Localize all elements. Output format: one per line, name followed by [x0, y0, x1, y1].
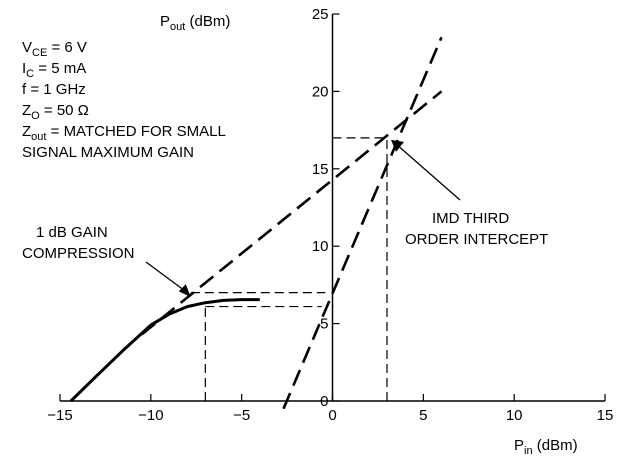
x-tick-label: 10 [506, 407, 523, 424]
condition-main: Z [22, 123, 31, 140]
x-tick-label: −5 [233, 407, 250, 424]
y-tick-label: 10 [312, 238, 329, 255]
series-line-dashed-2 [282, 36, 443, 410]
condition-line: Zout = MATCHED FOR SMALL [22, 123, 226, 143]
y-axis-title-unit: (dBm) [185, 13, 230, 30]
intercept-label-line1: IMD THIRD [432, 210, 509, 227]
y-tick-label: 15 [312, 161, 329, 178]
condition-line: f = 1 GHz [22, 81, 86, 98]
compression-label-line1: 1 dB GAIN [36, 224, 108, 241]
condition-sub: CE [32, 47, 47, 59]
condition-rest: = 50 Ω [40, 102, 89, 119]
condition-main: f = 1 GHz [22, 81, 86, 98]
compression-label-line2: COMPRESSION [22, 245, 135, 262]
y-axis-title-main: P [160, 13, 170, 30]
y-axis-title: Pout (dBm) [160, 13, 230, 33]
y-tick-label: 25 [312, 6, 329, 23]
condition-main: I [22, 60, 26, 77]
annotations: 1 dB GAIN COMPRESSION IMD THIRD ORDER INTER… [22, 139, 548, 298]
axes [60, 14, 605, 402]
intercept-arrow-line [396, 144, 461, 201]
condition-line: SIGNAL MAXIMUM GAIN [22, 144, 194, 161]
x-axis-title-main: P [514, 437, 524, 454]
condition-sub: C [26, 68, 34, 80]
y-tick-label: 0 [320, 393, 328, 410]
series-line-dashed-1 [140, 90, 443, 336]
x-axis-title-sub: in [524, 445, 533, 457]
x-tick-label: 15 [597, 407, 614, 424]
intercept-label-line2: ORDER INTERCEPT [405, 231, 548, 248]
condition-sub: O [31, 110, 40, 122]
x-tick-label: −10 [138, 407, 163, 424]
y-axis-title-sub: out [170, 21, 185, 33]
x-axis-title-unit: (dBm) [533, 437, 578, 454]
y-tick-label: 20 [312, 83, 329, 100]
series-group [69, 36, 443, 410]
x-tick-label: −15 [47, 407, 72, 424]
ticks: −15 −10 −5 0 5 10 15 0 5 10 15 20 25 [47, 6, 613, 424]
condition-rest: = MATCHED FOR SMALL [46, 123, 225, 140]
condition-line: ZO = 50 Ω [22, 102, 89, 122]
intercept-arrow-head [391, 139, 404, 152]
compression-arrow-head [178, 284, 191, 298]
condition-sub: out [31, 131, 46, 143]
svg-text:Pout (dBm): Pout (dBm) [160, 13, 230, 33]
condition-rest: = 6 V [47, 39, 87, 56]
condition-main: SIGNAL MAXIMUM GAIN [22, 144, 194, 161]
y-tick-label: 5 [320, 316, 328, 333]
condition-main: Z [22, 102, 31, 119]
series-line-solid-0 [69, 298, 260, 403]
svg-text:Pin (dBm): Pin (dBm) [514, 437, 578, 457]
compression-arrow-line [145, 261, 188, 293]
condition-line: IC = 5 mA [22, 60, 86, 80]
condition-main: V [22, 39, 32, 56]
x-tick-label: 5 [419, 407, 427, 424]
condition-rest: = 5 mA [34, 60, 86, 77]
condition-line: VCE = 6 V [22, 39, 87, 59]
reference-lines [190, 137, 388, 401]
x-tick-label: 0 [328, 407, 336, 424]
x-axis-title: Pin (dBm) [514, 437, 578, 457]
